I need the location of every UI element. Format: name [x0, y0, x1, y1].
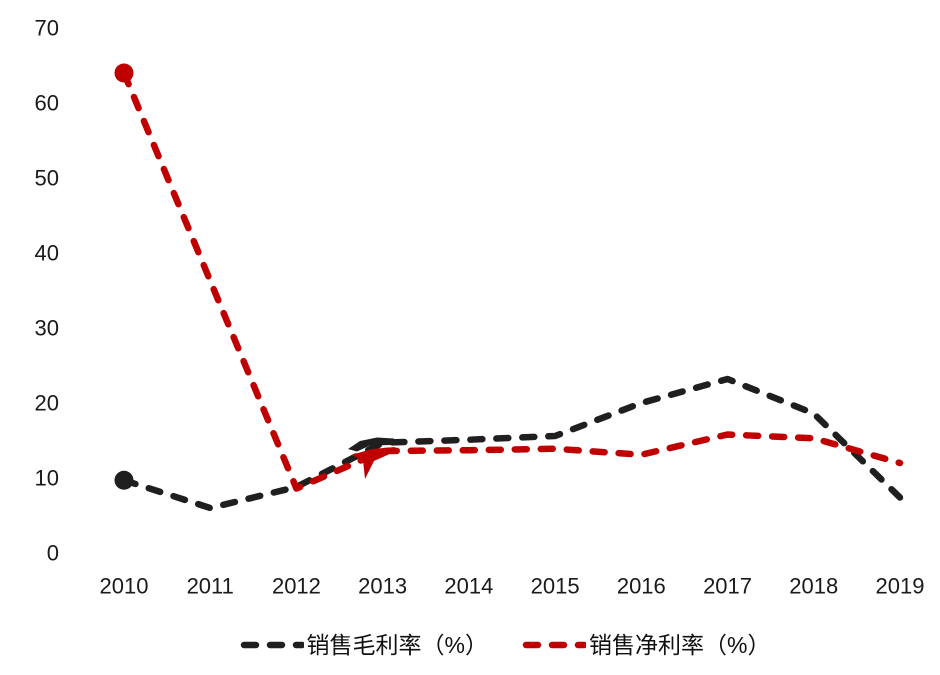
legend-label-net-margin: 销售净利率（%）	[589, 631, 771, 658]
y-axis-tick-label: 70	[35, 16, 59, 41]
x-axis-tick-label: 2016	[617, 574, 666, 599]
y-axis-tick-label: 50	[35, 166, 59, 191]
net-margin-dash-swatch	[522, 641, 586, 649]
x-axis-tick-label: 2014	[444, 574, 493, 599]
y-axis-tick-label: 10	[35, 466, 59, 491]
gross-margin-dash-swatch	[240, 641, 304, 649]
series-line-1	[120, 69, 904, 492]
x-axis-tick-label: 2018	[789, 574, 838, 599]
black-arrow-annotation-icon	[348, 437, 394, 452]
legend: 销售毛利率（%） 销售净利率（%）	[70, 629, 940, 661]
series-0-start-marker	[114, 470, 134, 490]
annotation-layer	[348, 437, 395, 479]
y-axis-tick-label: 40	[35, 241, 59, 266]
red-arrow-annotation-icon	[351, 447, 395, 479]
y-axis-tick-label: 20	[35, 391, 59, 416]
legend-item-gross-margin: 销售毛利率（%）	[240, 631, 488, 658]
x-axis-tick-label: 2017	[703, 574, 752, 599]
legend-item-net-margin: 销售净利率（%）	[522, 631, 771, 658]
plot-layer: 0 10 20 30 40 50 60 70 2010 2011 2012 2013 2014 2015 2…	[35, 16, 925, 599]
y-axis-tick-label: 60	[35, 91, 59, 116]
x-axis-tick-label: 2012	[272, 574, 321, 599]
y-axis-tick-label: 30	[35, 316, 59, 341]
x-axis-tick-label: 2013	[358, 574, 407, 599]
x-axis-tick-label: 2019	[876, 574, 925, 599]
series-1-start-marker	[114, 63, 134, 83]
series-line-0	[120, 375, 904, 512]
y-axis-tick-label: 0	[47, 541, 59, 566]
legend-label-gross-margin: 销售毛利率（%）	[306, 631, 488, 658]
x-axis-tick-label: 2010	[100, 574, 149, 599]
x-axis-tick-label: 2015	[531, 574, 580, 599]
x-axis-tick-label: 2011	[187, 574, 234, 599]
